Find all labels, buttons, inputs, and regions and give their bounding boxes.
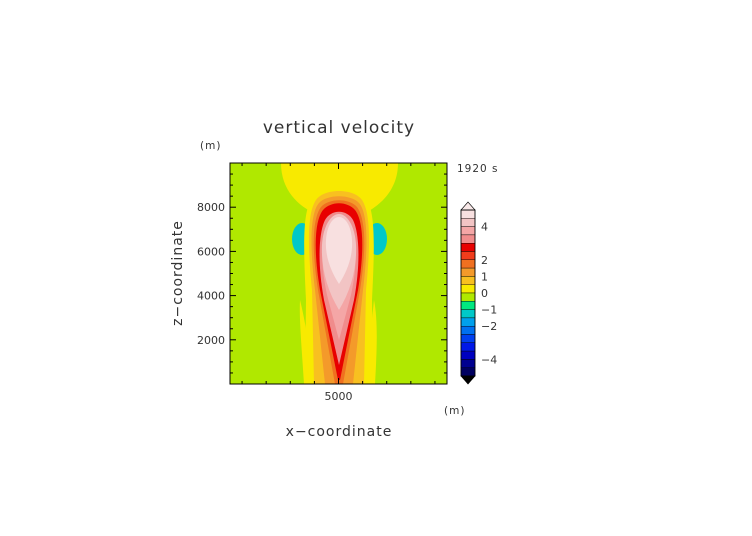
colorbar-border	[460, 209, 476, 377]
y-tick-label: 2000	[197, 334, 225, 347]
colorbar-tick-label: −4	[481, 353, 497, 366]
colorbar-swatch	[460, 359, 476, 368]
colorbar-swatch	[460, 226, 476, 236]
y-tick-label: 8000	[197, 201, 225, 214]
plot-frame: 5000 2000 4000 6000 8000	[197, 162, 448, 403]
time-label: 1920 s	[457, 163, 499, 175]
contour-4-5	[325, 217, 353, 284]
colorbar-swatch	[460, 234, 476, 244]
colorbar-swatch	[460, 326, 476, 335]
chart-title: vertical velocity	[263, 118, 415, 138]
colorbar-swatch	[460, 292, 476, 302]
x-unit-label: (m)	[444, 405, 465, 417]
colorbar-swatch	[460, 259, 476, 269]
colorbar-tick-label: 2	[481, 254, 488, 267]
colorbar-swatch	[460, 342, 476, 352]
colorbar-swatch	[460, 309, 476, 319]
colorbar-tick-label: −2	[481, 320, 497, 333]
colorbar-swatch	[460, 209, 476, 219]
colorbar-tick-label: −1	[481, 304, 497, 317]
x-axis-label: x−coordinate	[286, 424, 393, 440]
y-axis-label: z−coordinate	[170, 220, 186, 326]
colorbar-swatch	[460, 301, 476, 310]
colorbar-tick-label: 4	[481, 221, 488, 234]
y-tick-label: 4000	[197, 290, 225, 303]
colorbar-swatch	[460, 317, 476, 327]
contour-field	[230, 163, 447, 384]
colorbar-swatch	[460, 284, 476, 294]
colorbar-swatch	[460, 276, 476, 285]
y-tick-label: 6000	[197, 245, 225, 258]
colorbar-swatch	[460, 251, 476, 261]
colorbar: 4 2 1 0 −1 −2 −4	[460, 201, 497, 385]
colorbar-swatch	[460, 367, 476, 377]
colorbar-swatch	[460, 242, 476, 252]
colorbar-swatch	[460, 267, 476, 277]
colorbar-swatch	[460, 350, 476, 360]
colorbar-bottom-triangle	[460, 375, 476, 385]
x-tick-label: 5000	[325, 390, 353, 403]
colorbar-top-triangle	[460, 201, 476, 211]
colorbar-tick-label: 1	[481, 270, 488, 283]
colorbar-swatch	[460, 218, 476, 227]
y-unit-label: (m)	[200, 140, 221, 152]
colorbar-swatch	[460, 334, 476, 344]
colorbar-tick-label: 0	[481, 287, 488, 300]
